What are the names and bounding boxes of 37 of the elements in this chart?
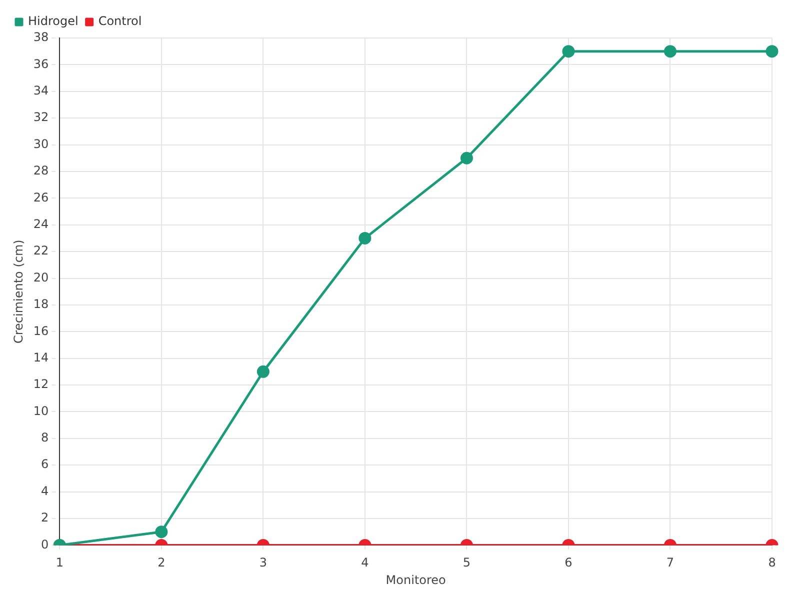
x-tick-label: 5 [462, 556, 471, 570]
point [664, 45, 676, 58]
y-tick-label: 14 [33, 350, 49, 364]
y-tick-label: 32 [33, 110, 49, 124]
x-tick-label: 1 [56, 556, 64, 570]
y-tick-label: 4 [41, 484, 49, 498]
y-tick-label: 16 [33, 324, 49, 338]
x-tick-label: 4 [361, 556, 369, 570]
y-tick-label: 10 [33, 404, 49, 418]
x-tick-label: 8 [768, 556, 776, 570]
point [766, 45, 778, 58]
y-tick-label: 24 [33, 216, 49, 231]
y-tick-label: 12 [33, 377, 49, 392]
point [358, 232, 372, 244]
y-tick-label: 36 [33, 56, 49, 71]
legend-label: Control [98, 14, 142, 28]
y-tick-label: 6 [41, 457, 49, 472]
y-tick-label: 38 [33, 30, 49, 44]
legend-label: Hidrogel [28, 14, 78, 28]
y-tick-label: 0 [41, 537, 49, 552]
y-tick-label: 30 [33, 136, 49, 151]
y-tick-label: 20 [33, 270, 49, 284]
y-tick-label: 2 [41, 510, 49, 525]
point [460, 152, 473, 164]
x-tick-label: 3 [259, 556, 268, 570]
y-tick-label: 26 [33, 190, 49, 204]
y-tick-label: 18 [33, 297, 49, 312]
point [562, 45, 575, 58]
y-tick-label: 22 [33, 244, 49, 258]
y-axis-title: Crecimiento (cm) [11, 240, 26, 344]
x-tick-label: 6 [564, 556, 572, 570]
y-tick-label: 34 [33, 84, 49, 98]
x-axis-title: Monitoreo [386, 572, 446, 587]
x-tick-label: 7 [666, 556, 674, 570]
y-tick-label: 8 [41, 430, 49, 445]
x-tick-label: 2 [158, 556, 166, 570]
y-tick-label: 28 [33, 164, 49, 178]
